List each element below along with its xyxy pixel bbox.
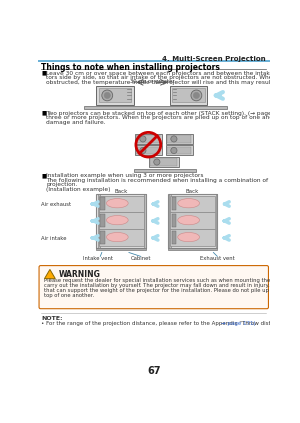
- Ellipse shape: [106, 233, 128, 242]
- Bar: [100, 231, 105, 244]
- Bar: [96, 194, 146, 248]
- Text: Installation example when using 3 or more projectors: Installation example when using 3 or mor…: [46, 173, 203, 178]
- Bar: [172, 197, 176, 210]
- Bar: [99, 212, 144, 228]
- Text: Things to note when installing projectors: Things to note when installing projector…: [41, 63, 220, 72]
- Circle shape: [193, 92, 200, 99]
- Circle shape: [104, 92, 110, 99]
- Bar: [170, 86, 207, 104]
- Circle shape: [140, 136, 146, 142]
- Text: Leave 30 cm or over space between each projectors and between the intake vent an: Leave 30 cm or over space between each p…: [46, 71, 300, 76]
- Text: 30 cm or greater: 30 cm or greater: [130, 79, 174, 84]
- Text: Cabinet: Cabinet: [130, 256, 151, 261]
- Text: ■: ■: [41, 71, 46, 76]
- Bar: [84, 106, 227, 109]
- Text: • For the range of the projection distance, please refer to the Appendix “Throw : • For the range of the projection distan…: [41, 321, 300, 326]
- Ellipse shape: [178, 233, 200, 242]
- Bar: [216, 194, 217, 248]
- Bar: [99, 195, 144, 212]
- Text: NOTE:: NOTE:: [41, 316, 63, 321]
- FancyBboxPatch shape: [39, 266, 268, 309]
- Text: WARNING: WARNING: [58, 270, 100, 279]
- Text: Back: Back: [115, 189, 128, 194]
- Text: top of one another.: top of one another.: [44, 293, 94, 298]
- Bar: [166, 134, 193, 144]
- Ellipse shape: [178, 199, 200, 208]
- Bar: [166, 146, 193, 156]
- Bar: [135, 134, 161, 144]
- Circle shape: [171, 147, 177, 154]
- Text: projection.: projection.: [46, 182, 77, 187]
- Bar: [167, 147, 191, 154]
- Bar: [98, 194, 100, 248]
- Text: Air exhaust: Air exhaust: [41, 202, 71, 207]
- Text: 4. Multi-Screen Projection: 4. Multi-Screen Projection: [163, 56, 266, 62]
- Bar: [96, 248, 146, 250]
- Bar: [136, 135, 160, 143]
- Text: three or more projectors. When the projectors are piled up on top of one another: three or more projectors. When the proje…: [46, 115, 300, 121]
- Circle shape: [154, 159, 160, 165]
- Circle shape: [140, 147, 146, 154]
- Text: Air intake: Air intake: [41, 236, 67, 241]
- Bar: [99, 88, 131, 102]
- Text: 67: 67: [147, 366, 160, 376]
- Ellipse shape: [178, 216, 200, 225]
- Text: The following installation is recommended when installing a combination of 3 or : The following installation is recommende…: [46, 178, 300, 183]
- Text: obstructed, the temperature inside the projector will rise and this may result i: obstructed, the temperature inside the p…: [46, 80, 300, 85]
- Bar: [168, 194, 217, 248]
- Bar: [135, 146, 161, 156]
- Bar: [149, 157, 178, 167]
- Bar: [169, 194, 171, 248]
- Bar: [100, 214, 105, 227]
- Polygon shape: [44, 269, 55, 279]
- Circle shape: [102, 90, 113, 101]
- Bar: [170, 212, 215, 228]
- Bar: [150, 158, 177, 166]
- Circle shape: [191, 90, 202, 101]
- Bar: [136, 147, 160, 154]
- Text: Please request the dealer for special installation services such as when mountin: Please request the dealer for special in…: [44, 278, 300, 283]
- Bar: [145, 194, 146, 248]
- Text: tors side by side, so that air intake of the projectors are not obstructed. When: tors side by side, so that air intake of…: [46, 75, 300, 80]
- Text: Intake vent: Intake vent: [83, 256, 113, 261]
- Circle shape: [171, 136, 177, 142]
- Text: → page 171): → page 171): [221, 321, 256, 326]
- Text: Exhaust vent: Exhaust vent: [200, 256, 235, 261]
- Text: ■: ■: [41, 111, 46, 116]
- Bar: [172, 214, 176, 227]
- Bar: [99, 229, 144, 246]
- Ellipse shape: [106, 216, 128, 225]
- Bar: [167, 135, 191, 143]
- Text: !: !: [48, 272, 52, 281]
- Bar: [172, 88, 205, 102]
- Bar: [172, 231, 176, 244]
- Text: carry out the installation by yourself. The projector may fall down and result i: carry out the installation by yourself. …: [44, 283, 300, 288]
- Bar: [170, 195, 215, 212]
- Text: Back: Back: [186, 189, 199, 194]
- Bar: [170, 229, 215, 246]
- Bar: [96, 86, 134, 104]
- Text: damage and failure.: damage and failure.: [46, 120, 106, 125]
- Text: Two projectors can be stacked on top of each other (STACK setting). (→ page 156): Two projectors can be stacked on top of …: [46, 111, 300, 116]
- Ellipse shape: [106, 199, 128, 208]
- Text: that can support the weight of the projector for the installation. Please do not: that can support the weight of the proje…: [44, 288, 300, 293]
- Bar: [134, 169, 196, 172]
- Text: (Installation example): (Installation example): [46, 187, 110, 192]
- Text: ■: ■: [41, 173, 46, 178]
- Bar: [168, 248, 217, 250]
- Bar: [100, 197, 105, 210]
